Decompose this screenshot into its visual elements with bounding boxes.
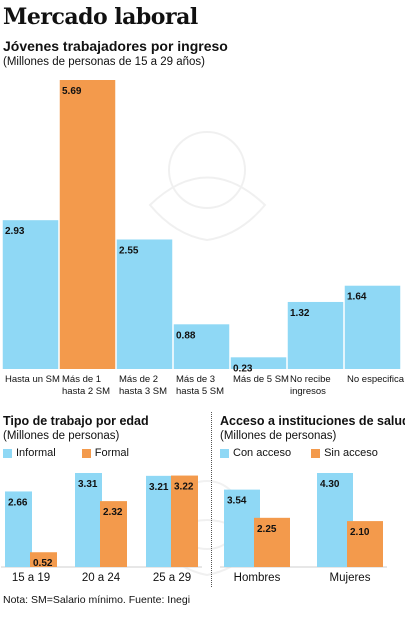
- income-category-label-3: hasta 5 SM: [176, 386, 224, 397]
- age-bar-0-0: [5, 491, 32, 567]
- age-value-2-1: 3.22: [174, 482, 194, 493]
- age-bar-1-0: [75, 473, 102, 567]
- income-category-label-4: Más de 5 SM: [233, 374, 289, 385]
- age-bar-2-0: [146, 475, 173, 567]
- age-value-0-1: 0.52: [33, 558, 53, 569]
- income-bar-value-3: 0.88: [176, 330, 196, 341]
- legend-swatch-formal: [81, 448, 91, 458]
- chart1-subtitle: (Millones de personas de 15 a 29 años): [3, 56, 206, 68]
- section-divider: [211, 412, 212, 587]
- age-value-0-0: 2.66: [8, 497, 28, 508]
- chart3-subtitle: (Millones de personas): [220, 430, 337, 442]
- health-value-1-0: 4.30: [320, 479, 340, 490]
- chart2-subtitle: (Millones de personas): [3, 430, 120, 442]
- income-bar-2: [116, 239, 173, 369]
- income-category-label-6: No especifica: [347, 374, 405, 385]
- legend-swatch-informal: [3, 448, 12, 458]
- legend-swatch-sin-acceso: [311, 448, 321, 458]
- chart3-title: Acceso a instituciones de salud: [220, 414, 405, 428]
- footnote: Nota: SM=Salario mínimo. Fuente: Inegi: [3, 594, 191, 606]
- age-value-1-1: 2.32: [103, 507, 123, 518]
- legend-label-con-acceso: Con acceso: [233, 447, 292, 459]
- health-category-label-0: Hombres: [234, 572, 281, 584]
- income-bar-1: [59, 80, 116, 369]
- health-value-0-1: 2.25: [257, 524, 277, 535]
- income-bar-value-5: 1.32: [290, 308, 310, 319]
- chart1-title: Jóvenes trabajadores por ingreso: [3, 38, 228, 54]
- income-category-label-5: ingresos: [290, 386, 326, 397]
- age-bar-1-1: [100, 501, 127, 567]
- chart3-legend: Con acceso Sin acceso: [220, 447, 378, 459]
- income-category-label-1: hasta 2 SM: [62, 386, 110, 397]
- health-bar-1-1: [347, 521, 383, 567]
- chart2-legend: Informal Formal: [3, 447, 129, 459]
- age-value-1-0: 3.31: [78, 479, 98, 490]
- income-bar-value-0: 2.93: [5, 226, 25, 237]
- income-category-label-1: Más de 1: [62, 374, 101, 385]
- health-value-1-1: 2.10: [350, 527, 370, 538]
- legend-label-informal: Informal: [16, 447, 56, 459]
- income-bar-4: [230, 357, 287, 369]
- income-bar-value-4: 0.23: [233, 363, 253, 374]
- age-category-label-0: 15 a 19: [12, 572, 50, 584]
- income-category-label-2: Más de 2: [119, 374, 158, 385]
- health-bar-0-1: [254, 517, 290, 567]
- income-bar-value-2: 2.55: [119, 245, 139, 256]
- age-category-label-1: 20 a 24: [82, 572, 121, 584]
- legend-swatch-con-acceso: [220, 448, 229, 458]
- income-bar-value-1: 5.69: [62, 86, 82, 97]
- income-bar-5: [287, 301, 344, 369]
- income-bar-value-6: 1.64: [347, 292, 367, 303]
- chart2-title: Tipo de trabajo por edad: [3, 414, 149, 428]
- income-bar-3: [173, 324, 230, 369]
- health-value-0-0: 3.54: [227, 496, 247, 507]
- age-bar-2-1: [171, 475, 198, 567]
- income-category-label-3: Más de 3: [176, 374, 215, 385]
- income-bar-6: [344, 285, 401, 369]
- age-bar-0-1: [30, 552, 57, 567]
- legend-label-sin-acceso: Sin acceso: [324, 447, 378, 459]
- income-category-label-2: hasta 3 SM: [119, 386, 167, 397]
- health-category-label-1: Mujeres: [330, 572, 371, 584]
- income-category-label-5: No recibe: [290, 374, 331, 385]
- income-category-label-0: Hasta un SM: [5, 374, 60, 385]
- age-value-2-0: 3.21: [149, 482, 169, 493]
- income-bar-0: [2, 220, 59, 369]
- legend-label-formal: Formal: [94, 447, 129, 459]
- page-title: Mercado laboral: [3, 4, 198, 30]
- age-category-label-2: 25 a 29: [153, 572, 191, 584]
